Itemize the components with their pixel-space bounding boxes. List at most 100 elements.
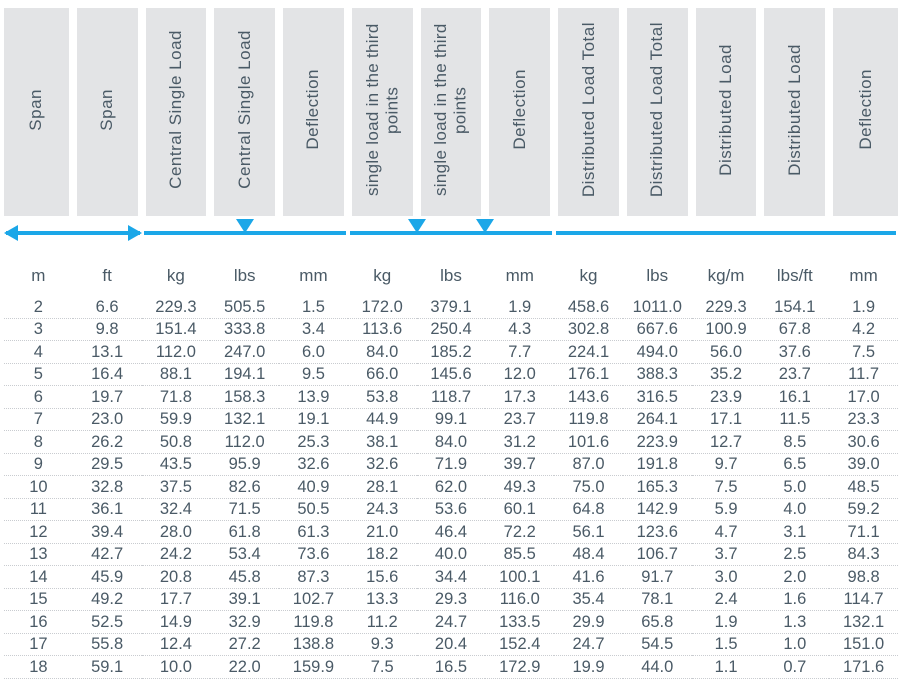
unit-label: kg xyxy=(348,244,417,296)
table-row: 26.6229.3505.51.5172.0379.11.9458.61011.… xyxy=(4,296,898,318)
cell: 165.3 xyxy=(623,476,692,499)
cell: 21.0 xyxy=(348,521,417,544)
table-row: 619.771.8158.313.953.8118.717.3143.6316.… xyxy=(4,386,898,409)
cell: 191.8 xyxy=(623,453,692,476)
cell: 4.2 xyxy=(829,318,898,341)
cell: 494.0 xyxy=(623,341,692,364)
cell: 185.2 xyxy=(417,341,486,364)
cell: 19.7 xyxy=(73,386,142,409)
cell: 43.5 xyxy=(142,453,211,476)
cell: 32.9 xyxy=(210,611,279,634)
cell: 16.4 xyxy=(73,363,142,386)
header-label: single load in the third points xyxy=(363,15,402,205)
cell: 223.9 xyxy=(623,431,692,454)
header-row: SpanSpanCentral Single LoadCentral Singl… xyxy=(4,8,898,216)
cell: 132.1 xyxy=(210,408,279,431)
cell: 4.7 xyxy=(692,521,761,544)
cell: 101.6 xyxy=(554,431,623,454)
cell: 247.0 xyxy=(210,341,279,364)
cell: 60.1 xyxy=(485,498,554,521)
column-header: Central Single Load xyxy=(142,8,211,216)
cell: 50.8 xyxy=(142,431,211,454)
cell: 13 xyxy=(4,543,73,566)
cell: 14 xyxy=(4,566,73,589)
cell: 11 xyxy=(4,498,73,521)
cell: 176.1 xyxy=(554,363,623,386)
cell: 172.9 xyxy=(485,656,554,679)
cell: 52.5 xyxy=(73,611,142,634)
cell: 34.4 xyxy=(417,566,486,589)
cell: 65.8 xyxy=(623,611,692,634)
cell: 113.6 xyxy=(348,318,417,341)
table-row: 39.8151.4333.83.4113.6250.44.3302.8667.6… xyxy=(4,318,898,341)
cell: 56.1 xyxy=(554,521,623,544)
span-arrow-icon xyxy=(6,231,140,235)
cell: 7.5 xyxy=(829,341,898,364)
cell: 13.1 xyxy=(73,341,142,364)
cell: 12.7 xyxy=(692,431,761,454)
cell: 6 xyxy=(4,386,73,409)
table-row: 1445.920.845.887.315.634.4100.141.691.73… xyxy=(4,566,898,589)
cell: 12 xyxy=(4,521,73,544)
cell: 41.6 xyxy=(554,566,623,589)
cell: 84.0 xyxy=(348,341,417,364)
cell: 49.3 xyxy=(485,476,554,499)
column-header: Deflection xyxy=(829,8,898,216)
cell: 17.3 xyxy=(485,386,554,409)
cell: 158.3 xyxy=(210,386,279,409)
cell: 116.0 xyxy=(485,588,554,611)
cell: 171.6 xyxy=(829,656,898,679)
cell: 64.8 xyxy=(554,498,623,521)
unit-label: lbs xyxy=(210,244,279,296)
cell: 18 xyxy=(4,656,73,679)
column-header: single load in the third points xyxy=(348,8,417,216)
table-row: 1652.514.932.9119.811.224.7133.529.965.8… xyxy=(4,611,898,634)
cell: 154.1 xyxy=(760,296,829,318)
cell: 28.1 xyxy=(348,476,417,499)
column-header: Distributed Load Total xyxy=(623,8,692,216)
cell: 333.8 xyxy=(210,318,279,341)
header-label: Deflection xyxy=(856,69,876,150)
cell: 20.4 xyxy=(417,633,486,656)
cell: 12.4 xyxy=(142,633,211,656)
cell: 224.1 xyxy=(554,341,623,364)
cell: 31.2 xyxy=(485,431,554,454)
header-label: Central Single Load xyxy=(166,30,186,189)
cell: 32.6 xyxy=(348,453,417,476)
header-label: Span xyxy=(97,89,117,131)
cell: 6.6 xyxy=(73,296,142,318)
cell: 11.5 xyxy=(760,408,829,431)
cell: 71.1 xyxy=(829,521,898,544)
cell: 316.5 xyxy=(623,386,692,409)
cell: 29.9 xyxy=(554,611,623,634)
cell: 123.6 xyxy=(623,521,692,544)
cell: 62.0 xyxy=(417,476,486,499)
cell: 78.1 xyxy=(623,588,692,611)
cell: 100.1 xyxy=(485,566,554,589)
cell: 17 xyxy=(4,633,73,656)
cell: 3.4 xyxy=(279,318,348,341)
cell: 143.6 xyxy=(554,386,623,409)
column-header: Span xyxy=(73,8,142,216)
cell: 4.3 xyxy=(485,318,554,341)
table-row: 1239.428.061.861.321.046.472.256.1123.64… xyxy=(4,521,898,544)
cell: 24.7 xyxy=(554,633,623,656)
cell: 55.8 xyxy=(73,633,142,656)
cell: 112.0 xyxy=(210,431,279,454)
cell: 13.9 xyxy=(279,386,348,409)
cell: 142.9 xyxy=(623,498,692,521)
cell: 10.0 xyxy=(142,656,211,679)
cell: 12.0 xyxy=(485,363,554,386)
distributed-load-icon xyxy=(556,231,896,235)
cell: 1.1 xyxy=(692,656,761,679)
table-row: 413.1112.0247.06.084.0185.27.7224.1494.0… xyxy=(4,341,898,364)
cell: 15 xyxy=(4,588,73,611)
cell: 53.8 xyxy=(348,386,417,409)
cell: 45.9 xyxy=(73,566,142,589)
cell: 26.2 xyxy=(73,431,142,454)
cell: 9.8 xyxy=(73,318,142,341)
cell: 54.5 xyxy=(623,633,692,656)
cell: 59.2 xyxy=(829,498,898,521)
cell: 132.1 xyxy=(829,611,898,634)
cell: 264.1 xyxy=(623,408,692,431)
